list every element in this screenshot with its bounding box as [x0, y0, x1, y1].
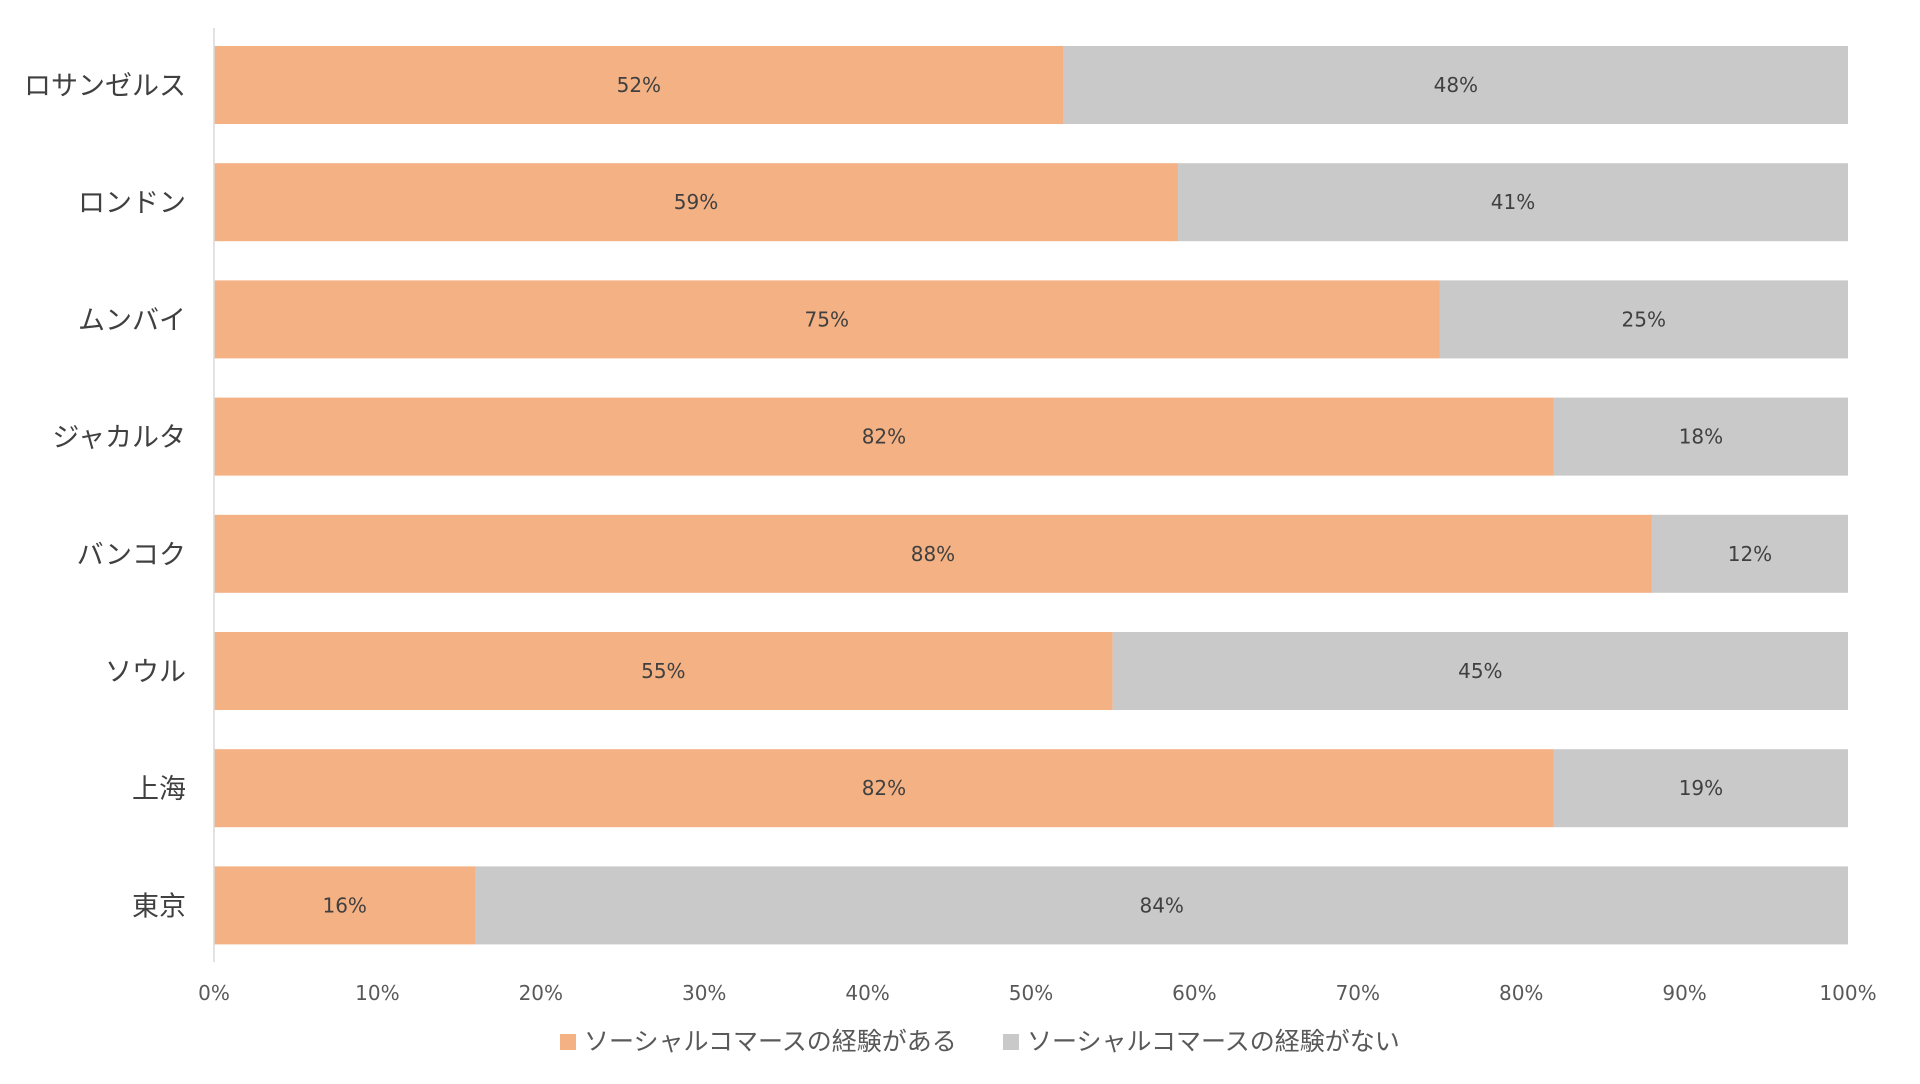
- x-tick-label: 60%: [1172, 981, 1216, 1005]
- legend-label: ソーシャルコマースの経験がある: [584, 1027, 957, 1056]
- data-label: 25%: [1622, 307, 1666, 331]
- data-label: 52%: [617, 73, 661, 97]
- bar-not-experienced: [1063, 46, 1848, 124]
- data-label: 16%: [322, 893, 366, 917]
- labels-layer: 52% 48% ロサンゼルス 59% 41% ロンドン 75% 25% ムンバイ 82% 18% ジャ…: [24, 71, 1772, 922]
- category-label: バンコク: [77, 540, 186, 571]
- bar-not-experienced: [1178, 163, 1848, 242]
- legend-label: ソーシャルコマースの経験がない: [1027, 1027, 1400, 1056]
- data-label: 55%: [641, 659, 685, 683]
- x-tick-label: 100%: [1819, 981, 1876, 1005]
- data-label: 48%: [1434, 73, 1478, 97]
- x-tick-label: 20%: [519, 981, 563, 1005]
- category-label: ロンドン: [78, 188, 186, 219]
- data-label: 45%: [1458, 659, 1502, 683]
- data-label: 88%: [911, 542, 955, 566]
- bar-experienced: [214, 280, 1440, 359]
- bar-not-experienced: [475, 866, 1849, 945]
- legend-item-not-experienced: ソーシャルコマースの経験がない: [1003, 1027, 1400, 1056]
- data-label: 82%: [862, 425, 906, 449]
- category-label: ソウル: [105, 657, 186, 688]
- category-label: ジャカルタ: [52, 423, 186, 454]
- bar-experienced: [214, 163, 1179, 242]
- axes-layer: 0% 10% 20% 30% 40% 50% 60% 70% 80% 90% 100%: [198, 28, 1877, 1005]
- bar-experienced: [214, 514, 1652, 593]
- bar-not-experienced: [1651, 514, 1848, 593]
- data-label: 19%: [1679, 776, 1723, 800]
- data-label: 84%: [1139, 893, 1183, 917]
- data-label: 59%: [674, 190, 718, 214]
- bar-not-experienced: [1112, 632, 1848, 710]
- legend-swatch: [1003, 1034, 1019, 1050]
- bar-not-experienced: [1553, 397, 1848, 476]
- x-tick-label: 30%: [682, 981, 726, 1005]
- category-label: ロサンゼルス: [24, 71, 186, 102]
- bar-not-experienced: [1553, 749, 1848, 828]
- bar-experienced: [214, 397, 1554, 476]
- x-tick-label: 40%: [845, 981, 889, 1005]
- x-tick-label: 0%: [198, 981, 230, 1005]
- category-label: ムンバイ: [78, 305, 186, 336]
- data-label: 82%: [862, 776, 906, 800]
- x-tick-label: 90%: [1662, 981, 1706, 1005]
- category-label: 上海: [132, 774, 186, 805]
- data-label: 18%: [1679, 425, 1723, 449]
- bar-experienced: [214, 632, 1113, 710]
- bar-experienced: [214, 749, 1554, 828]
- legend: ソーシャルコマースの経験がある ソーシャルコマースの経験がない: [560, 1027, 1400, 1056]
- legend-item-experienced: ソーシャルコマースの経験がある: [560, 1027, 957, 1056]
- bar-experienced: [214, 46, 1064, 124]
- bar-not-experienced: [1439, 280, 1848, 359]
- data-label: 41%: [1491, 190, 1535, 214]
- data-label: 12%: [1728, 542, 1772, 566]
- x-tick-label: 10%: [355, 981, 399, 1005]
- bar-experienced: [214, 866, 476, 945]
- x-tick-label: 70%: [1336, 981, 1380, 1005]
- x-tick-label: 50%: [1009, 981, 1053, 1005]
- x-tick-label: 80%: [1499, 981, 1543, 1005]
- legend-swatch: [560, 1034, 576, 1050]
- data-label: 75%: [805, 307, 849, 331]
- category-label: 東京: [132, 891, 186, 922]
- bars-layer: [214, 46, 1849, 945]
